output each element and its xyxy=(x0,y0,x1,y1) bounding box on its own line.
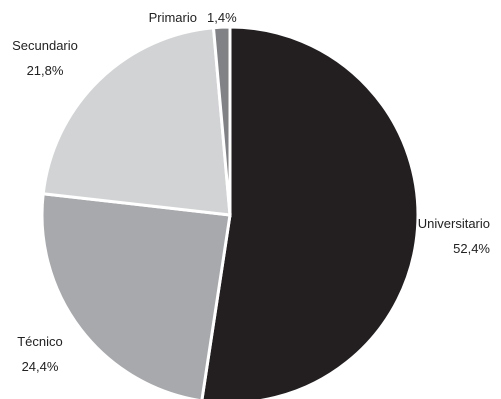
pie-slices xyxy=(40,25,420,399)
slice-label-secundario: Secundario xyxy=(12,38,78,53)
slice-value-universitario: 52,4% xyxy=(453,241,490,256)
pie-slice-primario xyxy=(211,25,232,216)
slice-value-secundario: 21,8% xyxy=(27,63,64,78)
slice-value-tecnico: 24,4% xyxy=(22,359,59,374)
slice-label-tecnico: Técnico xyxy=(17,334,63,349)
slice-label-primario: Primario xyxy=(149,10,197,25)
slice-value-primario: 1,4% xyxy=(207,10,237,25)
pie-slice-tecnico xyxy=(40,192,232,399)
slice-label-universitario: Universitario xyxy=(418,216,490,231)
pie-slice-universitario xyxy=(200,25,420,399)
pie-slice-secundario xyxy=(41,26,232,217)
